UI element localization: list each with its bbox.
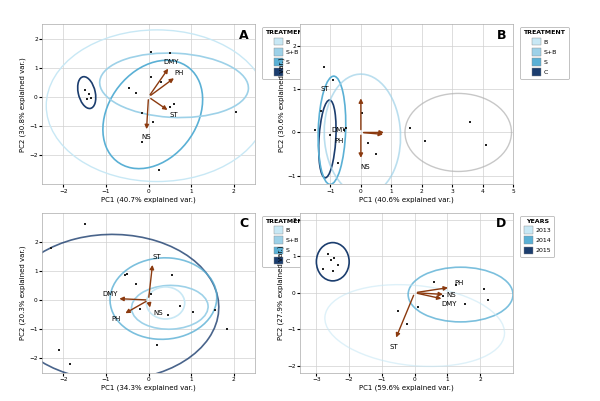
X-axis label: PC1 (59.6% explained var.): PC1 (59.6% explained var.) (359, 385, 454, 391)
Text: ST: ST (320, 86, 329, 92)
Y-axis label: PC2 (30.8% explained var.): PC2 (30.8% explained var.) (20, 57, 26, 152)
Text: D: D (496, 217, 506, 230)
X-axis label: PC1 (40.6% explained var.): PC1 (40.6% explained var.) (359, 196, 454, 203)
Text: DMY: DMY (163, 59, 178, 65)
X-axis label: PC1 (40.7% explained var.): PC1 (40.7% explained var.) (101, 196, 196, 203)
Legend: B, S+B, S, C: B, S+B, S, C (262, 27, 311, 79)
X-axis label: PC1 (34.3% explained var.): PC1 (34.3% explained var.) (101, 385, 196, 391)
Y-axis label: PC2 (20.3% explained var.): PC2 (20.3% explained var.) (20, 245, 26, 340)
Legend: B, S+B, S, C: B, S+B, S, C (520, 27, 569, 79)
Text: PH: PH (454, 279, 464, 286)
Legend: 2013, 2014, 2015: 2013, 2014, 2015 (520, 216, 554, 257)
Legend: B, S+B, S, C: B, S+B, S, C (262, 216, 311, 267)
Y-axis label: PC2 (27.9% explained var.): PC2 (27.9% explained var.) (278, 245, 284, 340)
Text: NS: NS (142, 134, 151, 140)
Text: ST: ST (153, 254, 161, 260)
Text: PH: PH (112, 316, 121, 322)
Text: NS: NS (446, 292, 455, 298)
Text: NS: NS (361, 164, 370, 170)
Text: B: B (497, 29, 506, 42)
Text: C: C (239, 217, 248, 230)
Text: DMY: DMY (103, 291, 118, 297)
Text: PH: PH (175, 70, 184, 76)
Text: A: A (239, 29, 248, 42)
Text: ST: ST (389, 344, 398, 350)
Text: ST: ST (170, 112, 178, 118)
Text: PH: PH (335, 138, 344, 144)
Text: DMY: DMY (442, 302, 457, 308)
Y-axis label: PC2 (30.6% explained var.): PC2 (30.6% explained var.) (278, 57, 284, 152)
Text: NS: NS (153, 310, 163, 316)
Text: DMY: DMY (332, 127, 347, 133)
